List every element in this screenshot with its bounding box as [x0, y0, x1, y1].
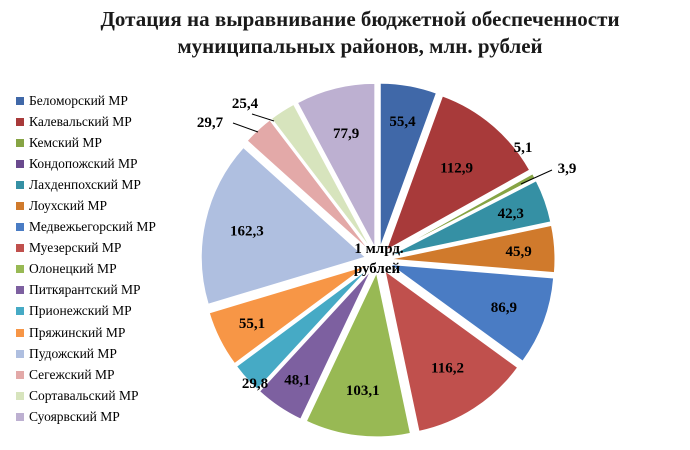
pie-slice: [296, 82, 376, 248]
legend-label: Питкярантский МР: [29, 282, 141, 298]
legend-swatch: [16, 96, 24, 105]
pie-slice: [208, 265, 367, 365]
legend-item: Олонецкий МР: [16, 259, 201, 280]
data-label: 42,3: [498, 206, 524, 222]
leader-line: [251, 113, 275, 122]
legend-swatch: [16, 244, 24, 253]
pie-slice: [388, 263, 555, 362]
legend-swatch: [16, 286, 24, 295]
legend-label: Кондопожский МР: [29, 155, 138, 171]
legend-label: Прионежский МР: [29, 303, 132, 319]
legend-label: Лахденпохский МР: [29, 176, 141, 192]
center-label-line1: 1 млрд.: [354, 241, 404, 257]
legend-item: Калевальский МР: [16, 111, 201, 132]
chart-title-line2: муниципальных районов, млн. рублей: [177, 34, 543, 58]
legend-item: Медвежьегорский МР: [16, 217, 201, 238]
legend-swatch: [16, 412, 24, 421]
legend-label: Сегежский МР: [29, 366, 115, 382]
pie-slices: [200, 82, 556, 438]
data-label: 5,1: [514, 140, 533, 156]
data-label: 116,2: [431, 360, 464, 376]
pie-slice: [390, 180, 552, 257]
pie-slice: [379, 82, 438, 248]
legend-label: Пудожский МР: [29, 345, 117, 361]
pie-slice: [305, 271, 412, 438]
legend-swatch: [16, 180, 24, 189]
legend-label: Беломорский МР: [29, 92, 128, 108]
legend-label: Муезерский МР: [29, 240, 122, 256]
legend-swatch: [16, 202, 24, 211]
legend: Беломорский МР Калевальский МР Кемский МР К…: [16, 90, 201, 428]
legend-item: Кондопожский МР: [16, 153, 201, 174]
legend-swatch: [16, 223, 24, 232]
legend-label: Лоухский МР: [29, 198, 108, 214]
pie-slice: [385, 95, 531, 252]
data-label: 48,1: [284, 373, 310, 389]
legend-swatch: [16, 159, 24, 168]
legend-swatch: [16, 117, 24, 126]
legend-label: Олонецкий МР: [29, 261, 117, 277]
chart-title-line1: Дотация на выравнивание бюджетной обеспе…: [100, 7, 620, 31]
legend-swatch: [16, 391, 24, 400]
leader-line: [232, 122, 259, 133]
legend-swatch: [16, 328, 24, 337]
pie-slice: [384, 269, 519, 432]
pie-slice: [389, 177, 537, 255]
legend-label: Калевальский МР: [29, 113, 132, 129]
legend-swatch: [16, 138, 24, 147]
leader-lines: [232, 113, 553, 185]
pie-slice: [258, 270, 372, 420]
leader-line: [520, 169, 553, 185]
legend-item: Пряжинский МР: [16, 322, 201, 343]
legend-swatch: [16, 349, 24, 358]
legend-item: Питкярантский МР: [16, 280, 201, 301]
legend-item: Сегежский МР: [16, 364, 201, 385]
center-label-line2: рублей: [354, 261, 401, 277]
data-label: 162,3: [230, 224, 264, 240]
legend-item: Лахденпохский МР: [16, 174, 201, 195]
legend-label: Сортавальский МР: [29, 387, 139, 403]
legend-swatch: [16, 265, 24, 274]
legend-item: Пудожский МР: [16, 343, 201, 364]
legend-label: Суоярвский МР: [29, 408, 120, 424]
callout-label: 3,9: [558, 161, 577, 177]
legend-item: Сортавальский МР: [16, 385, 201, 406]
data-label: 55,4: [389, 114, 416, 130]
data-label: 45,9: [505, 244, 531, 260]
legend-item: Лоухский МР: [16, 195, 201, 216]
pie-slice: [200, 146, 367, 305]
data-labels: 55,4 112,9 5,1 42,3 45,9 86,9 116,2 103,1 48,1 29…: [197, 96, 577, 399]
legend-label: Медвежьегорский МР: [29, 219, 156, 235]
chart-title: Дотация на выравнивание бюджетной обеспе…: [40, 6, 680, 60]
data-label: 29,8: [242, 376, 268, 392]
legend-item: Суоярвский МР: [16, 406, 201, 427]
data-label: 29,7: [197, 115, 224, 131]
legend-item: Муезерский МР: [16, 238, 201, 259]
pie-slice: [390, 224, 556, 274]
data-label: 25,4: [232, 96, 259, 112]
legend-label: Пряжинский МР: [29, 324, 126, 340]
legend-item: Кемский МР: [16, 132, 201, 153]
legend-swatch: [16, 307, 24, 316]
pie-slice: [270, 103, 372, 250]
legend-swatch: [16, 370, 24, 379]
legend-label: Кемский МР: [29, 134, 102, 150]
data-label: 55,1: [239, 316, 265, 332]
legend-item: Прионежский МР: [16, 301, 201, 322]
data-label: 77,9: [333, 126, 359, 142]
pie-slice: [235, 268, 369, 390]
data-label: 103,1: [346, 383, 380, 399]
data-label: 112,9: [440, 161, 473, 177]
data-label: 86,9: [491, 300, 517, 316]
legend-item: Беломорский МР: [16, 90, 201, 111]
